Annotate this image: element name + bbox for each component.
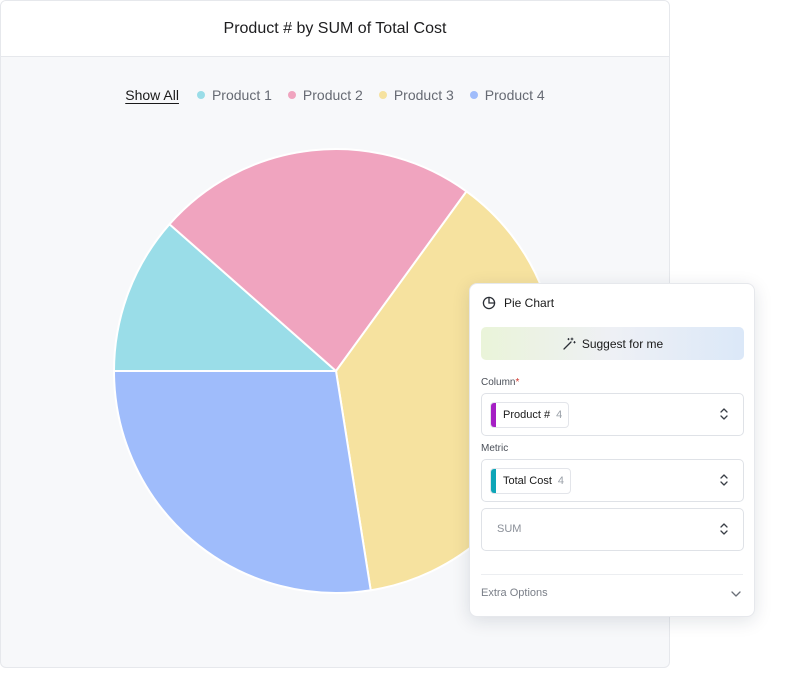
legend-dot	[469, 91, 478, 99]
panel-title: Pie Chart	[504, 296, 555, 310]
aggregation-select[interactable]: SUM	[481, 508, 744, 551]
chevron-up-down-icon	[720, 474, 728, 486]
legend-dot	[287, 91, 296, 99]
column-label: Column	[481, 377, 516, 388]
suggest-button[interactable]: Suggest for me	[481, 327, 744, 360]
pie-slice-product-2[interactable]	[168, 148, 468, 373]
metric-select[interactable]: Total Cost 4	[481, 459, 744, 502]
column-chip-color	[491, 403, 496, 427]
required-mark: *	[515, 377, 520, 388]
legend-label: Product 4	[484, 87, 545, 103]
legend-dot	[196, 91, 205, 99]
chart-title: Product # by SUM of Total Cost	[223, 19, 447, 37]
legend-item-product-4[interactable]: Product 4	[469, 87, 545, 103]
legend-label: Product 3	[393, 87, 454, 103]
metric-chip-color	[491, 469, 496, 493]
metric-field-label: Metric	[481, 443, 508, 454]
column-field-label: Column*	[481, 377, 519, 388]
legend-show-all-link[interactable]: Show All	[125, 87, 179, 103]
legend-item-product-3[interactable]: Product 3	[378, 87, 454, 103]
pie-slice-product-4[interactable]	[112, 370, 372, 594]
panel-divider	[481, 574, 743, 575]
column-select[interactable]: Product # 4	[481, 393, 744, 436]
pie-slice-product-1[interactable]	[112, 222, 339, 372]
chevron-up-down-icon	[720, 408, 728, 420]
pie-chart-icon	[482, 296, 496, 310]
legend-label: Product 2	[302, 87, 363, 103]
metric-chip-label: Total Cost	[503, 475, 552, 487]
legend-label: Product 1	[211, 87, 272, 103]
metric-chip-count: 4	[557, 475, 565, 487]
metric-label: Metric	[481, 443, 509, 454]
panel-header: Pie Chart	[482, 296, 554, 310]
column-chip-count: 4	[556, 409, 563, 421]
legend-item-product-1[interactable]: Product 1	[196, 87, 272, 103]
suggest-label: Suggest for me	[581, 336, 664, 351]
chart-legend: Show All Product 1 Product 2 Product 3 P…	[1, 87, 669, 103]
column-chip-label: Product #	[503, 409, 551, 421]
extra-options-toggle[interactable]: Extra Options	[481, 587, 548, 599]
legend-item-product-2[interactable]: Product 2	[287, 87, 363, 103]
chevron-down-icon[interactable]	[730, 589, 742, 599]
chevron-up-down-icon	[720, 523, 728, 535]
magic-wand-icon	[563, 337, 576, 350]
column-chip: Product # 4	[490, 402, 570, 428]
chart-config-panel: Pie Chart Suggest for me Column* Product…	[469, 283, 755, 617]
chart-header: Product # by SUM of Total Cost	[1, 1, 669, 57]
metric-chip: Total Cost 4	[490, 468, 572, 494]
aggregation-value: SUM	[497, 523, 522, 535]
legend-dot	[378, 91, 387, 99]
